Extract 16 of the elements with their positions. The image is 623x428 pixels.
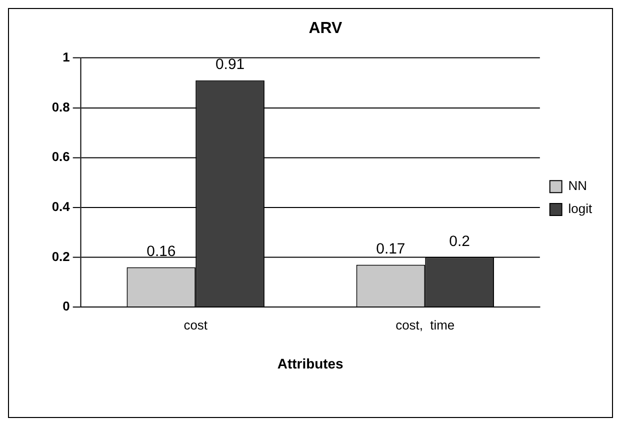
y-tick-label: 0.4 [52,199,71,214]
x-tick-label: cost, time [396,317,455,332]
y-tick-label: 0 [62,298,70,314]
chart-title: ARV [308,20,342,37]
data-label: 0.2 [449,233,470,250]
y-tick-label: 1 [62,50,70,65]
x-tick-label: cost [184,317,208,332]
data-label: 0.17 [376,240,406,258]
legend-label: logit [568,201,592,216]
legend-label: NN [568,178,587,194]
x-axis-title: Attributes [277,356,344,372]
y-tick-label: 0.2 [52,248,70,264]
y-tick-label: 0.8 [52,99,70,114]
y-tick-label: 0.6 [52,149,70,164]
data-label: 0.91 [215,56,245,74]
data-label: 0.16 [146,242,176,260]
